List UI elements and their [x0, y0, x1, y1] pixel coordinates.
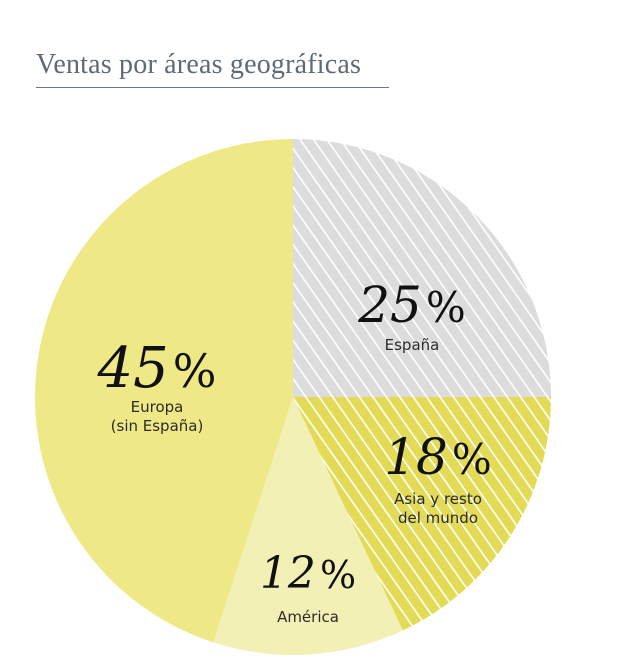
slice-label-europa-1: Europa	[131, 398, 184, 416]
slice-value-unit-espana: %	[426, 283, 466, 332]
pie-slice-america	[213, 397, 403, 656]
slice-value-unit-america: %	[320, 553, 356, 597]
slice-label-asia-1: Asia y resto	[394, 490, 482, 508]
slice-value-asia: 18%	[384, 428, 492, 486]
slice-label-espana-1: España	[385, 336, 440, 354]
slice-value-america: 12%	[260, 548, 356, 599]
chart-title: Ventas por áreas geográficas	[36, 49, 362, 80]
slice-value-espana: 25%	[357, 276, 466, 334]
slice-label-america-1: América	[277, 608, 339, 626]
slice-value-number-espana: 25	[357, 276, 422, 334]
slice-value-unit-europa: %	[173, 344, 217, 398]
slice-value-europa: 45%	[97, 336, 217, 401]
title-underline	[36, 87, 389, 88]
slice-label-asia-2: del mundo	[398, 509, 478, 527]
slice-label-europa-2: (sin España)	[111, 417, 204, 435]
slice-value-number-europa: 45	[97, 336, 169, 401]
pie-slice-europa	[35, 139, 294, 643]
chart-title-block: Ventas por áreas geográficas	[36, 48, 389, 88]
slice-value-number-america: 12	[260, 548, 316, 599]
pie-slices	[35, 139, 551, 656]
slice-value-unit-asia: %	[452, 435, 492, 484]
pie-slice-asia	[293, 397, 551, 631]
pie-slice-espana	[293, 139, 551, 397]
slice-value-number-asia: 18	[384, 428, 448, 486]
